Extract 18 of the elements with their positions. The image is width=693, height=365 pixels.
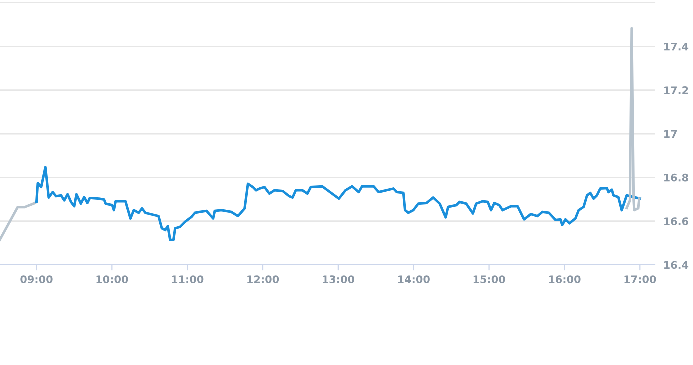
y-tick-label: 16.8 [664, 174, 688, 182]
x-tick-label: 10:00 [96, 276, 128, 284]
y-tick-label: 17.4 [664, 43, 689, 51]
x-tick-label: 13:00 [323, 276, 355, 284]
y-tick-label: 16.4 [664, 261, 689, 270]
x-tick-label: 12:00 [248, 276, 280, 284]
x-tick-label: 16:00 [549, 276, 581, 284]
y-tick-label: 16.6 [664, 218, 688, 226]
y-tick-label: 17 [664, 130, 677, 138]
line-series [0, 200, 38, 242]
x-tick-label: 09:00 [20, 276, 53, 284]
x-tick-label: 17:00 [624, 276, 656, 284]
x-tick-label: 14:00 [398, 276, 430, 284]
x-tick-label: 15:00 [474, 276, 506, 284]
line-series [626, 27, 641, 212]
x-tick-label: 11:00 [172, 276, 204, 284]
y-tick-label: 17.2 [664, 86, 688, 94]
line-series [35, 166, 642, 242]
